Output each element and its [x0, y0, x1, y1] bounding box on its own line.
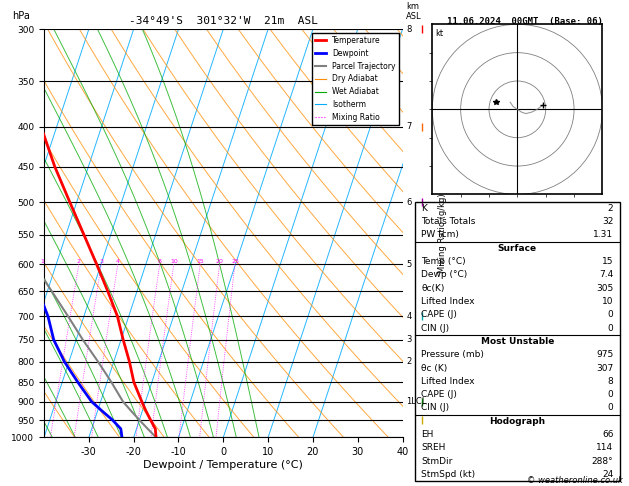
Text: PW (cm): PW (cm) — [421, 230, 459, 240]
Text: θᴄ(K): θᴄ(K) — [421, 284, 445, 293]
Text: 11.06.2024  00GMT  (Base: 06): 11.06.2024 00GMT (Base: 06) — [447, 17, 603, 26]
Text: 20: 20 — [216, 259, 223, 264]
Text: 15: 15 — [196, 259, 204, 264]
Text: Lifted Index: Lifted Index — [421, 297, 475, 306]
Text: 114: 114 — [596, 443, 613, 452]
Text: 1LCL: 1LCL — [406, 397, 426, 406]
Text: kt: kt — [436, 29, 444, 38]
Text: 4: 4 — [116, 259, 120, 264]
Text: 10: 10 — [602, 297, 613, 306]
Text: Mixing Ratio (g/kg): Mixing Ratio (g/kg) — [438, 193, 447, 273]
Text: 3: 3 — [406, 335, 411, 345]
Text: 7.4: 7.4 — [599, 270, 613, 279]
Text: hPa: hPa — [12, 11, 30, 21]
Text: © weatheronline.co.uk: © weatheronline.co.uk — [527, 476, 623, 485]
Text: EH: EH — [421, 430, 433, 439]
X-axis label: Dewpoint / Temperature (°C): Dewpoint / Temperature (°C) — [143, 460, 303, 470]
Text: 2: 2 — [406, 357, 411, 366]
Text: SREH: SREH — [421, 443, 446, 452]
Text: CIN (J): CIN (J) — [421, 403, 449, 413]
Text: Totals Totals: Totals Totals — [421, 217, 476, 226]
Text: 288°: 288° — [592, 457, 613, 466]
Text: 6: 6 — [406, 198, 411, 207]
Text: 15: 15 — [602, 257, 613, 266]
Text: 24: 24 — [602, 470, 613, 479]
Text: 66: 66 — [602, 430, 613, 439]
Text: Pressure (mb): Pressure (mb) — [421, 350, 484, 359]
Text: 8: 8 — [406, 25, 411, 34]
Text: 32: 32 — [602, 217, 613, 226]
Text: 7: 7 — [406, 122, 411, 131]
Text: 0: 0 — [608, 310, 613, 319]
Text: StmSpd (kt): StmSpd (kt) — [421, 470, 476, 479]
Text: CAPE (J): CAPE (J) — [421, 390, 457, 399]
Text: 4: 4 — [406, 312, 411, 321]
Text: 8: 8 — [158, 259, 162, 264]
Text: 3: 3 — [99, 259, 103, 264]
Text: 1.31: 1.31 — [593, 230, 613, 240]
Text: 0: 0 — [608, 390, 613, 399]
Text: CIN (J): CIN (J) — [421, 324, 449, 332]
Text: CAPE (J): CAPE (J) — [421, 310, 457, 319]
Text: StmDir: StmDir — [421, 457, 453, 466]
Text: 1: 1 — [41, 259, 45, 264]
Text: Lifted Index: Lifted Index — [421, 377, 475, 386]
Text: 8: 8 — [608, 377, 613, 386]
Text: K: K — [421, 204, 427, 213]
Text: 2: 2 — [77, 259, 81, 264]
Text: Hodograph: Hodograph — [489, 417, 545, 426]
Text: Surface: Surface — [498, 244, 537, 253]
Title: -34°49'S  301°32'W  21m  ASL: -34°49'S 301°32'W 21m ASL — [129, 16, 318, 26]
Text: Dewp (°C): Dewp (°C) — [421, 270, 467, 279]
Text: km
ASL: km ASL — [406, 1, 422, 21]
Text: Most Unstable: Most Unstable — [481, 337, 554, 346]
Text: 2: 2 — [608, 204, 613, 213]
Text: 0: 0 — [608, 324, 613, 332]
Text: 5: 5 — [406, 260, 411, 269]
Text: 305: 305 — [596, 284, 613, 293]
Text: 975: 975 — [596, 350, 613, 359]
Legend: Temperature, Dewpoint, Parcel Trajectory, Dry Adiabat, Wet Adiabat, Isotherm, Mi: Temperature, Dewpoint, Parcel Trajectory… — [311, 33, 399, 125]
Text: Temp (°C): Temp (°C) — [421, 257, 466, 266]
Text: 25: 25 — [231, 259, 239, 264]
Text: 0: 0 — [608, 403, 613, 413]
Text: 307: 307 — [596, 364, 613, 373]
Text: θᴄ (K): θᴄ (K) — [421, 364, 447, 373]
Text: 10: 10 — [170, 259, 177, 264]
